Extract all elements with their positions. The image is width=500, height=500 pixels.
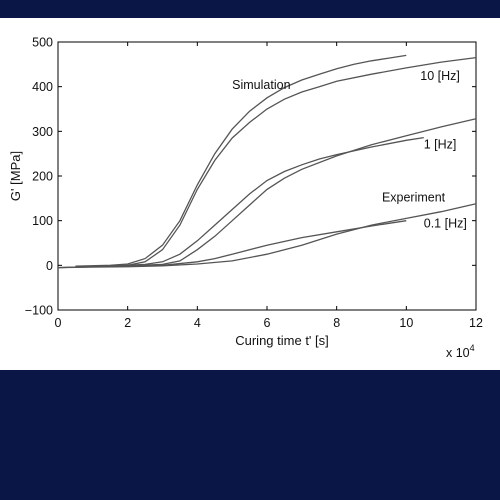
top-border-band	[0, 0, 500, 18]
x-tick-label: 8	[333, 316, 340, 330]
x-multiplier-base: x 10	[446, 346, 470, 360]
series-line-6	[57, 203, 477, 269]
y-tick-label: 500	[32, 36, 53, 50]
x-tick-label: 10	[399, 316, 413, 330]
x-tick-label: 0	[55, 316, 62, 330]
y-tick-label: 100	[32, 214, 53, 228]
y-tick-label: 300	[32, 125, 53, 139]
x-multiplier-exponent: 4	[470, 343, 475, 353]
x-axis-label: Curing time t' [s]	[235, 333, 329, 348]
series-layer	[57, 54, 477, 269]
series-line-2	[57, 56, 477, 269]
annotation-label: Simulation	[232, 78, 290, 92]
annotation-label: 1 [Hz]	[424, 137, 457, 151]
annotation-layer: Simulation 10 [Hz] 1 [Hz] Experiment 0.1 [Hz…	[232, 69, 467, 230]
y-tick-label: −100	[25, 304, 53, 318]
bottom-border-band	[0, 370, 500, 500]
x-tick-label: 12	[469, 316, 483, 330]
x-tick-label: 4	[194, 316, 201, 330]
series-line-4	[57, 118, 477, 269]
y-tick-label: 200	[32, 170, 53, 184]
annotation-label: 10 [Hz]	[420, 69, 460, 83]
x-axis-multiplier: x 104	[446, 343, 475, 360]
annotation-label: Experiment	[382, 190, 446, 204]
y-tick-label: 0	[46, 259, 53, 273]
y-axis-label: G' [MPa]	[8, 151, 23, 201]
x-tick-label: 2	[124, 316, 131, 330]
figure-panel: 0 2 4 6 8 10 12 500 400 300 200 100 0 −100 Simulation…	[0, 18, 500, 370]
x-tick-label: 6	[264, 316, 271, 330]
annotation-label: 0.1 [Hz]	[424, 216, 467, 230]
series-line-1	[75, 54, 407, 267]
y-tick-label: 400	[32, 80, 53, 94]
